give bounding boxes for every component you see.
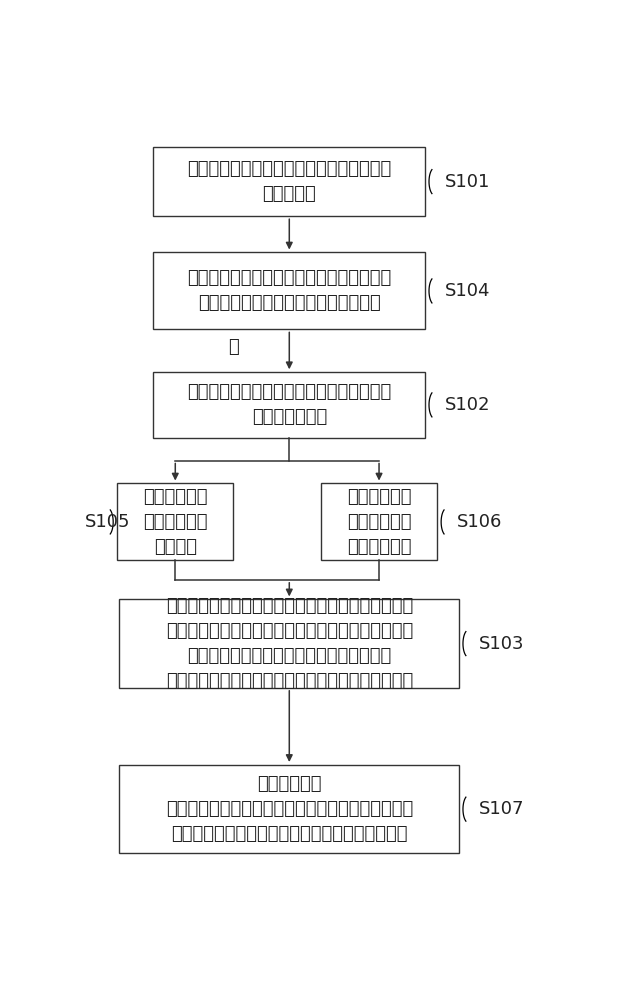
Text: S107: S107 xyxy=(478,800,524,818)
Bar xyxy=(153,372,425,438)
Bar xyxy=(120,765,459,853)
Text: S104: S104 xyxy=(444,282,490,300)
Text: 根据房屋的几
何信息计算房
屋的面积: 根据房屋的几 何信息计算房 屋的面积 xyxy=(143,488,208,556)
Bar xyxy=(321,483,437,560)
Text: 根据所述房屋
的测点信息绘
制房屋分布图: 根据所述房屋 的测点信息绘 制房屋分布图 xyxy=(347,488,411,556)
Text: S101: S101 xyxy=(444,173,490,191)
Text: S102: S102 xyxy=(444,396,490,414)
Text: S106: S106 xyxy=(456,513,502,531)
Bar xyxy=(120,599,459,688)
Text: S105: S105 xyxy=(85,513,130,531)
Text: 当检测到保存
所述房屋的房屋信息操作时，检测所述房屋的房屋信
息是否完整，如果不完整，提示用户是否继续保存: 当检测到保存 所述房屋的房屋信息操作时，检测所述房屋的房屋信 息是否完整，如果不… xyxy=(166,775,413,843)
Text: 采集房屋与预建设的高压架空输电线路之间
的水平距离: 采集房屋与预建设的高压架空输电线路之间 的水平距离 xyxy=(187,160,391,203)
Text: 判断所述房屋与所述预建设的高压架空输电
线路之间的水平距离是否在预设范围内: 判断所述房屋与所述预建设的高压架空输电 线路之间的水平距离是否在预设范围内 xyxy=(187,269,391,312)
Text: 将所述房屋与预建设的高压架空输电线路之间的水平
距离、所述房屋的几何信息、测点信息、属性信息和
影像信息，以及房屋的面积和房屋的分布图
中的部分信息或全部信息存: 将所述房屋与预建设的高压架空输电线路之间的水平 距离、所述房屋的几何信息、测点信… xyxy=(166,597,413,690)
Bar xyxy=(153,252,425,329)
Text: 是: 是 xyxy=(228,338,239,356)
Text: 采集所述房屋的几何信息、测点信息、属性
信息和影像信息: 采集所述房屋的几何信息、测点信息、属性 信息和影像信息 xyxy=(187,383,391,426)
Bar xyxy=(153,147,425,216)
Bar xyxy=(117,483,233,560)
Text: S103: S103 xyxy=(478,635,524,653)
